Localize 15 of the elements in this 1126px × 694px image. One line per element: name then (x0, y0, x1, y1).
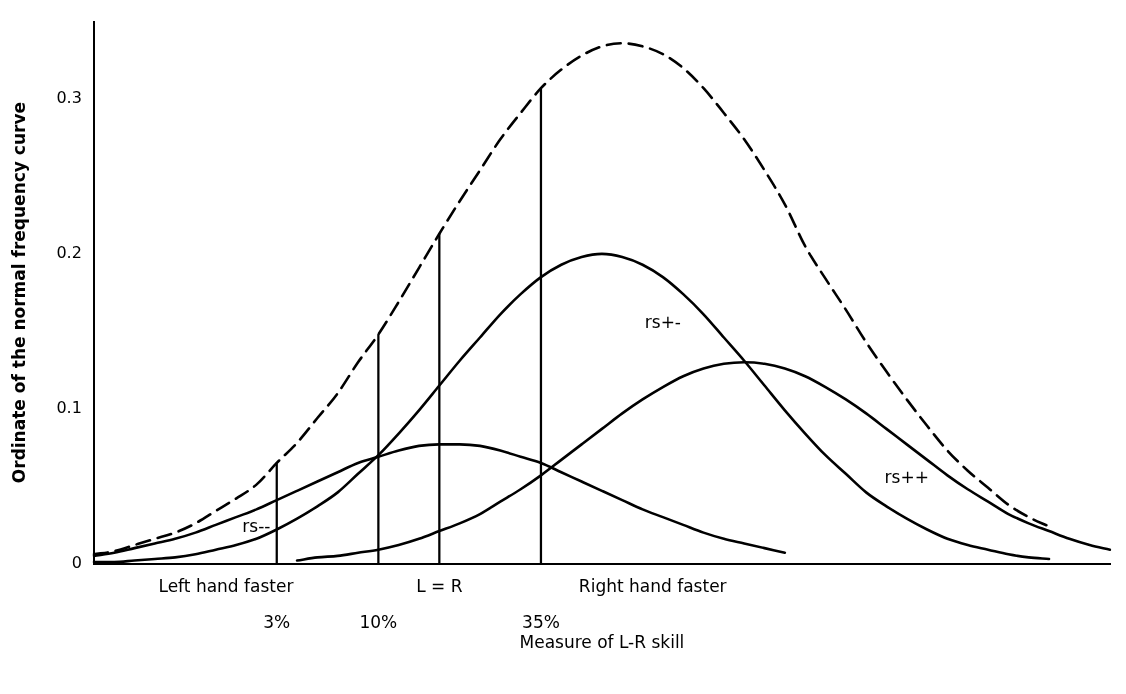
text: Left hand faster (158, 576, 294, 597)
text: 10% (359, 612, 398, 633)
series-label: rs+- (644, 311, 682, 332)
text: L = R (416, 576, 463, 597)
series-label: rs-- (242, 516, 271, 537)
y-tick-label: 0 (71, 552, 82, 572)
y-tick-label: 0.3 (56, 88, 82, 108)
text: Right hand faster (578, 576, 727, 597)
text: 35% (522, 612, 560, 633)
series-label: rs++ (884, 466, 929, 487)
y-axis-title: Ordinate of the normal frequency curve (8, 101, 29, 484)
y-tick-label: 0.2 (56, 243, 82, 263)
x-axis-title: Measure of L-R skill (519, 632, 685, 653)
text: 3% (263, 612, 291, 633)
y-tick-label: 0.1 (56, 397, 82, 417)
